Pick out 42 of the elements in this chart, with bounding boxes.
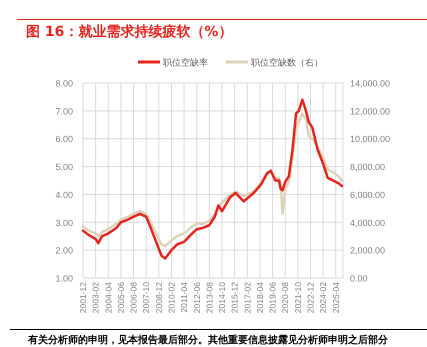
y-tick-label: 1.00 xyxy=(55,274,73,284)
x-tick-label: 2021-10 xyxy=(292,282,303,314)
chart-title: 图 16：就业需求持续疲软（%） xyxy=(26,23,232,40)
line-series xyxy=(82,98,344,260)
x-tick-label: 2001-12 xyxy=(78,282,88,314)
y2-tick-label: 14,000.00 xyxy=(350,78,390,88)
text: 有关分析师的申明，见本报告最后部分。其他重要信息披露见分析师申明之后部分 xyxy=(27,334,389,346)
x-tick-label: 2011-04 xyxy=(179,282,190,313)
x-tick-label: 2008-12 xyxy=(154,282,164,314)
x-tick-label: 2003-02 xyxy=(90,282,101,314)
x-tick-label: 2013-08 xyxy=(204,282,214,314)
x-tick-label: 2018-04 xyxy=(254,282,265,314)
y-tick-label: 5.00 xyxy=(55,162,73,172)
x-tick-label: 2005-06 xyxy=(116,282,126,314)
y-tick-label: 7.00 xyxy=(55,106,73,116)
x-tick-label: 2025-04 xyxy=(330,282,341,314)
x-tick-label: 2022-12 xyxy=(306,282,316,314)
y2-tick-label: 2,000.00 xyxy=(350,246,386,256)
legend-label: 职位空缺率 xyxy=(163,58,208,68)
x-tick-label: 2010-02 xyxy=(166,282,176,314)
y2-tick-label: 0.00 xyxy=(350,274,368,284)
x-tick-label: 2020-08 xyxy=(280,282,290,314)
x-tick-label: 2004-04 xyxy=(103,282,114,314)
y-tick-label: 8.00 xyxy=(55,78,73,88)
y2-tick-label: 8,000.00 xyxy=(350,162,386,172)
x-tick-label: 2012-06 xyxy=(192,282,202,314)
y2-tick-label: 6,000.00 xyxy=(350,190,386,200)
y-tick-label: 4.00 xyxy=(55,190,73,200)
y2-tick-label: 4,000.00 xyxy=(350,218,386,228)
y-tick-label: 3.00 xyxy=(55,218,73,228)
y2-tick-label: 10,000.00 xyxy=(350,134,390,144)
y2-tick-label: 12,000.00 xyxy=(350,106,390,116)
x-tick-label: 2024-02 xyxy=(318,282,328,314)
x-tick-label: 2015-12 xyxy=(230,282,240,314)
y-tick-label: 6.00 xyxy=(55,134,73,144)
x-tick-label: 2017-02 xyxy=(242,282,252,314)
legend-label: 职位空缺数（右） xyxy=(251,58,323,68)
x-tick-label: 2014-10 xyxy=(217,282,228,314)
x-tick-label: 2006-08 xyxy=(128,282,139,314)
x-tick-label: 2007-10 xyxy=(141,282,152,314)
x-tick-label: 2019-06 xyxy=(268,282,278,314)
y-tick-label: 2.00 xyxy=(55,246,73,256)
